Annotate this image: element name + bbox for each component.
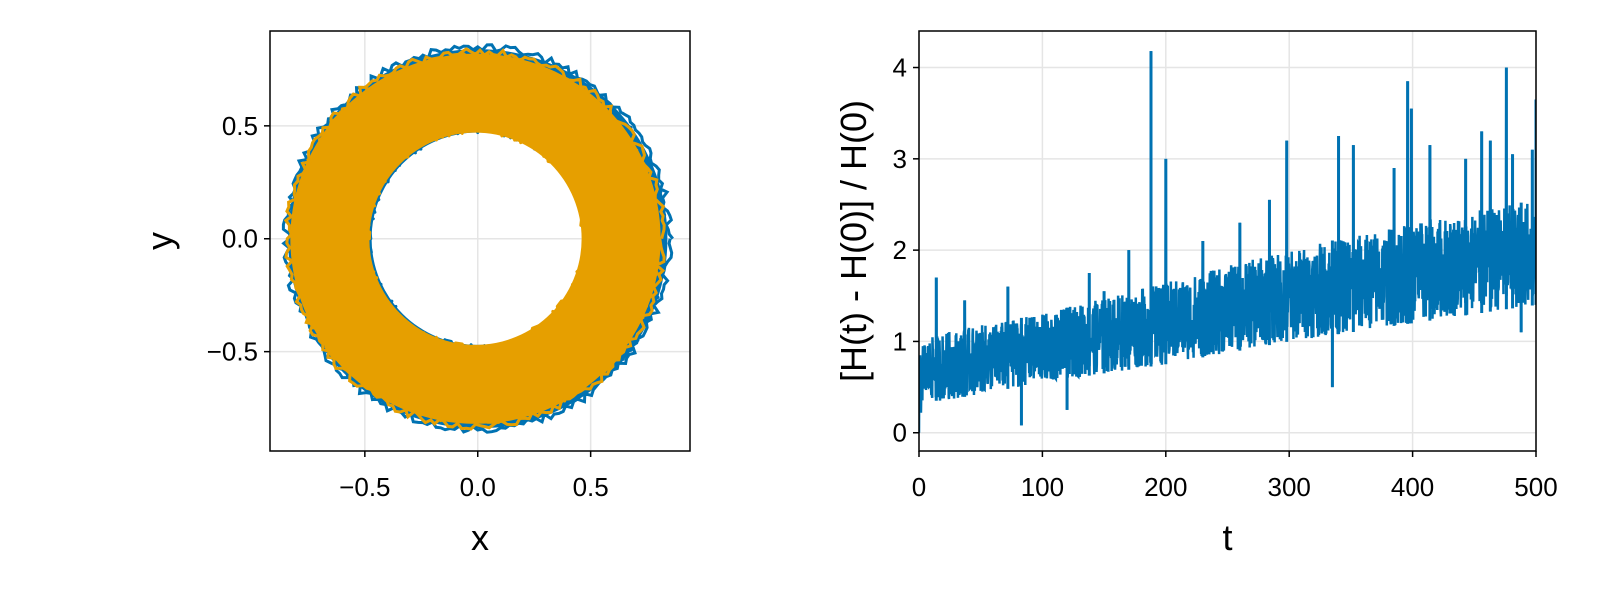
right-plot-frame [918,30,1537,452]
right-y-tick-label: 2 [893,235,907,265]
trajectory-outer-edge [281,43,674,434]
right-x-tick-label: 0 [912,472,926,502]
phase-space-panel: −0.5 0.0 0.5 −0.5 0.0 0.5 x y [139,30,691,558]
left-y-tick-label: 0.5 [222,111,258,141]
left-y-tick-label: 0.0 [222,224,258,254]
left-x-tick-label: −0.5 [339,472,390,502]
right-x-axis-label: t [1222,517,1232,558]
left-tick-labels: −0.5 0.0 0.5 −0.5 0.0 0.5 [207,111,609,502]
left-series-group [281,43,674,434]
right-x-tick-label: 300 [1268,472,1311,502]
series-orange-trajectory [283,47,666,431]
right-y-tick-label: 1 [893,326,907,356]
right-y-tick-label: 3 [893,144,907,174]
energy-drift-panel: 0 100 200 300 400 500 0 1 2 3 4 t [H(t) - H(0)] / … [833,30,1558,558]
left-x-axis-label: x [471,517,489,558]
right-y-tick-label: 0 [893,418,907,448]
left-x-tick-label: 0.0 [460,472,496,502]
right-x-tick-label: 100 [1021,472,1064,502]
right-x-tick-label: 200 [1144,472,1187,502]
right-gridlines [918,31,1537,451]
left-plot-frame [269,30,691,452]
trajectory-outer-edge [283,47,666,431]
left-y-axis-label: y [139,232,180,250]
right-x-tick-label: 400 [1391,472,1434,502]
left-y-tick-label: −0.5 [207,337,258,367]
right-y-axis-label: [H(t) - H(0)] / H(0) [833,100,874,382]
right-y-tick-label: 4 [893,53,907,83]
right-series-group [919,51,1536,433]
trajectory-ring [290,53,661,424]
right-x-tick-label: 500 [1514,472,1557,502]
energy-error-line [919,51,1536,433]
left-x-tick-label: 0.5 [573,472,609,502]
right-tick-labels: 0 100 200 300 400 500 0 1 2 3 4 [893,53,1558,502]
